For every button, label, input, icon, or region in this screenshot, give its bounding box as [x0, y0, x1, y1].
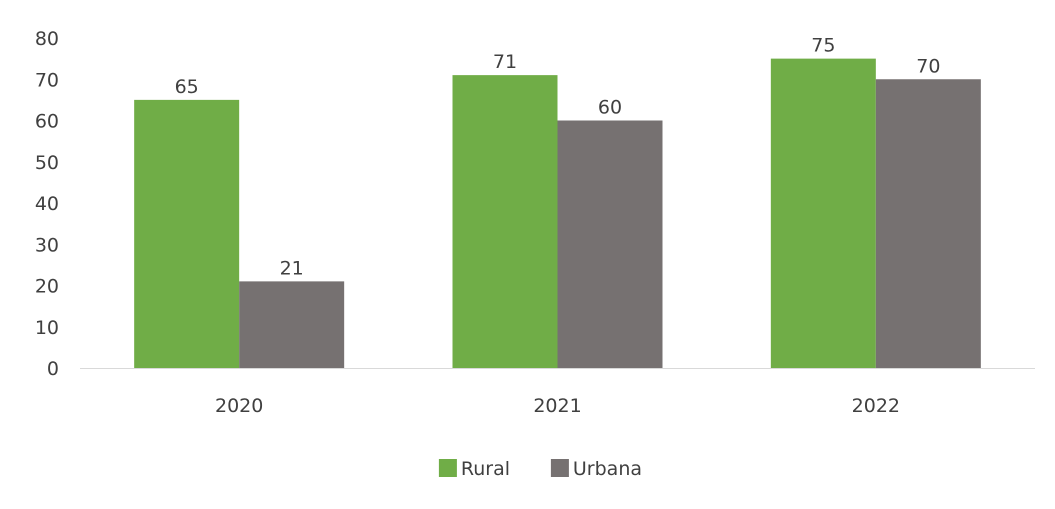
y-tick-label: 70 — [35, 69, 59, 91]
bar-urbana-2021 — [557, 120, 663, 368]
data-label: 71 — [493, 51, 517, 73]
data-label: 75 — [811, 35, 835, 57]
bars — [134, 58, 981, 368]
y-tick-label: 0 — [47, 358, 59, 380]
data-label: 70 — [916, 55, 940, 77]
bar-urbana-2022 — [875, 79, 981, 368]
y-tick-label: 40 — [35, 193, 59, 215]
y-axis: 0 10 20 30 40 50 60 70 80 — [35, 28, 59, 380]
data-label: 60 — [598, 97, 622, 119]
legend-label-urbana: Urbana — [573, 458, 642, 480]
y-tick-label: 80 — [35, 28, 59, 50]
legend: Rural Urbana — [438, 458, 642, 480]
x-axis-labels: 2020 2021 2022 — [215, 395, 900, 417]
y-tick-label: 10 — [35, 317, 59, 339]
bar-rural-2022 — [770, 58, 876, 368]
data-label: 65 — [175, 76, 199, 98]
x-tick-label: 2020 — [215, 395, 263, 417]
legend-swatch-urbana — [550, 459, 569, 477]
legend-label-rural: Rural — [461, 458, 510, 480]
bar-rural-2020 — [134, 99, 240, 368]
legend-swatch-rural — [438, 459, 457, 477]
x-tick-label: 2021 — [533, 395, 581, 417]
bar-urbana-2020 — [239, 281, 345, 368]
y-tick-label: 50 — [35, 152, 59, 174]
bar-rural-2021 — [452, 75, 558, 368]
y-tick-label: 30 — [35, 234, 59, 256]
y-tick-label: 20 — [35, 276, 59, 298]
y-tick-label: 60 — [35, 111, 59, 133]
data-label: 21 — [280, 257, 304, 279]
x-tick-label: 2022 — [852, 395, 900, 417]
data-labels: 65 21 71 60 75 70 — [175, 35, 941, 280]
